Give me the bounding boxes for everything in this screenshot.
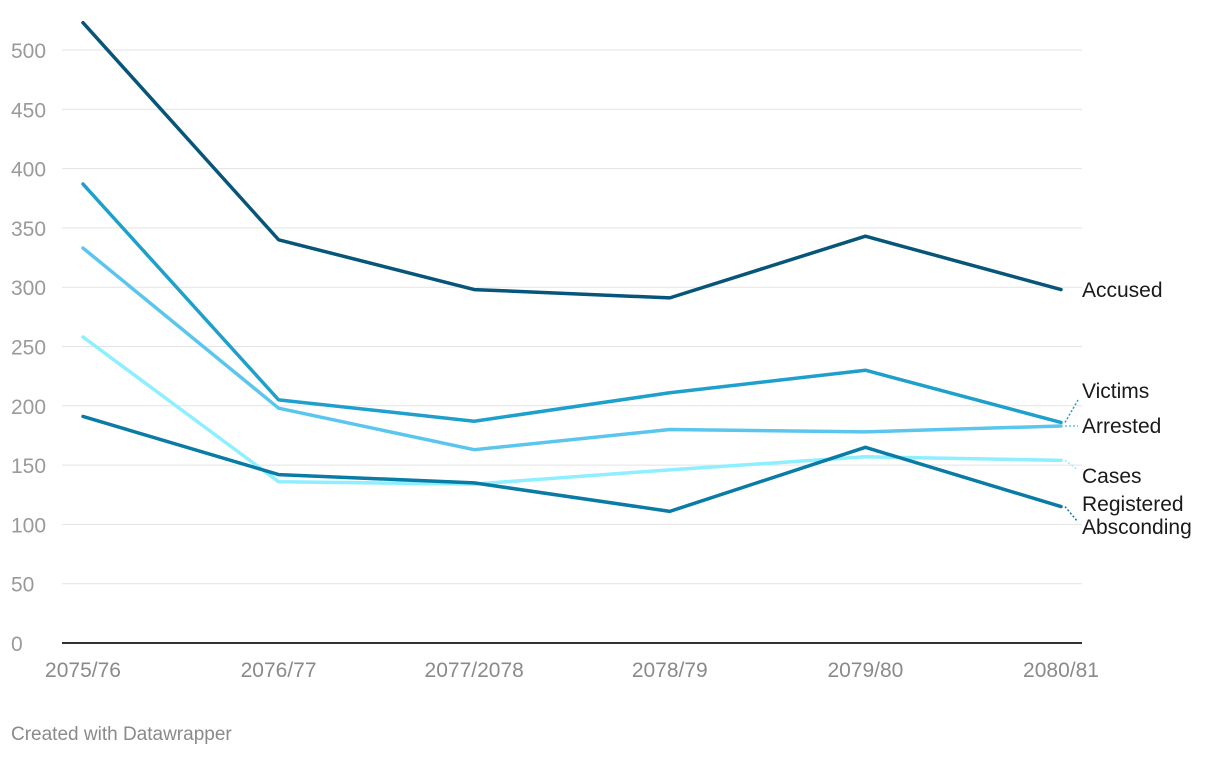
data-point: [669, 510, 671, 512]
series-label: Accused: [1082, 279, 1163, 302]
series-line-arrested: [81, 246, 1063, 452]
label-connector: [1064, 459, 1079, 471]
data-point: [82, 336, 84, 338]
data-point: [82, 247, 84, 249]
x-tick-label: 2079/80: [827, 659, 903, 682]
data-point: [864, 446, 866, 448]
data-point: [1060, 425, 1062, 427]
x-tick-label: 2078/79: [632, 659, 708, 682]
y-tick-label: 500: [11, 40, 46, 63]
y-tick-label: 50: [11, 574, 34, 597]
series-line-absconding: [81, 414, 1063, 514]
x-tick-label: 2077/2078: [425, 659, 524, 682]
label-connector: [1064, 506, 1079, 523]
y-tick-label: 100: [11, 514, 46, 537]
y-axis-ticks: 0 50 100 150 200 250 300 350 400 450 500: [11, 40, 46, 656]
data-point: [473, 449, 475, 451]
data-point: [473, 420, 475, 422]
label-connector: [1064, 399, 1079, 423]
x-tick-label: 2075/76: [45, 659, 121, 682]
grid-lines: [62, 49, 1082, 585]
y-tick-label: 150: [11, 455, 46, 478]
data-point: [82, 22, 84, 24]
credit-text: Created with Datawrapper: [11, 724, 232, 745]
data-point: [82, 183, 84, 185]
series-line-victims: [81, 182, 1063, 425]
data-point: [278, 239, 280, 241]
data-point: [864, 369, 866, 371]
data-point: [1060, 289, 1062, 291]
data-point: [1060, 421, 1062, 423]
data-point: [669, 392, 671, 394]
series-label: Absconding: [1082, 516, 1192, 539]
x-tick-label: 2076/77: [241, 659, 317, 682]
data-point: [1060, 506, 1062, 508]
series-label: Victims: [1082, 380, 1149, 403]
y-tick-label: 250: [11, 337, 46, 360]
series-labels: Accused Victims Arrested Cases RegisteredAbs…: [1064, 279, 1192, 539]
data-point: [473, 482, 475, 484]
data-point: [669, 429, 671, 431]
y-tick-label: 300: [11, 277, 46, 300]
x-axis-ticks: 2075/76 2076/77 2077/2078 2078/79 2079/80 208…: [45, 659, 1099, 682]
y-tick-label: 0: [11, 633, 23, 656]
data-point: [669, 297, 671, 299]
data-point: [864, 431, 866, 433]
data-point: [473, 289, 475, 291]
y-tick-label: 400: [11, 159, 46, 182]
x-tick-label: 2080/81: [1023, 659, 1099, 682]
series-label: Cases: [1082, 465, 1142, 488]
data-point: [1060, 459, 1062, 461]
y-tick-label: 200: [11, 396, 46, 419]
data-point: [278, 474, 280, 476]
data-point: [278, 481, 280, 483]
data-point: [864, 456, 866, 458]
y-tick-label: 450: [11, 99, 46, 122]
data-point: [278, 399, 280, 401]
series-label: Arrested: [1082, 415, 1161, 438]
data-point: [669, 469, 671, 471]
series-label: Registered: [1082, 493, 1184, 516]
series-line-accused: [81, 20, 1063, 300]
y-tick-label: 350: [11, 218, 46, 241]
data-point: [278, 407, 280, 409]
data-point: [864, 235, 866, 237]
series-lines: [81, 20, 1063, 514]
data-point: [82, 415, 84, 417]
